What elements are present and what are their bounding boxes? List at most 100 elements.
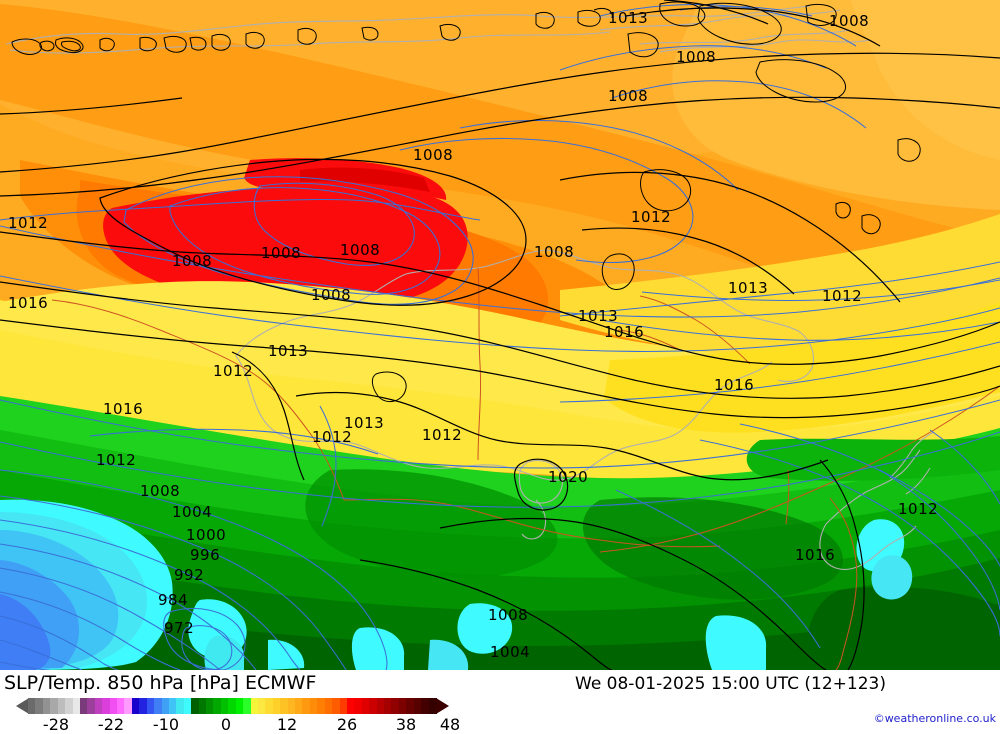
colorbar-segment [79,698,88,714]
colorbar-segment [57,698,66,714]
isobar-label: 1008 [534,243,575,261]
colorbar-tick: -22 [97,715,125,734]
colorbar-segment [309,698,318,714]
isobar-label: 1016 [795,546,836,564]
isobar-label: 1012 [312,428,353,446]
colorbar-segment [384,698,393,714]
copyright-credit: ©weatheronline.co.uk [873,712,996,725]
colorbar-segment [87,698,96,714]
colorbar-segment [421,698,430,714]
colorbar-segment [346,698,355,714]
isobar-label: 1013 [344,414,385,432]
chart-title: SLP/Temp. 850 hPa [hPa] ECMWF [4,672,317,694]
colorbar-segment [183,698,192,714]
isobar-label: 1016 [604,323,645,341]
colorbar-segment [124,698,133,714]
isobar-label: 984 [158,591,189,609]
colorbar-segment [176,698,185,714]
colorbar-segment [391,698,400,714]
isobar-label: 1008 [829,12,870,30]
colorbar-segment [265,698,274,714]
colorbar-segment [139,698,148,714]
isobar-label: 1008 [676,48,717,66]
isobar-label: 1008 [311,286,352,304]
colorbar-segment [295,698,304,714]
colorbar-segment [235,698,244,714]
isobar-label: 1008 [140,482,181,500]
colorbar-tick: -28 [42,715,70,734]
model-run-timestamp: We 08-01-2025 15:00 UTC (12+123) [575,674,886,694]
colorbar-segment [428,698,437,714]
colorbar-segment [213,698,222,714]
colorbar-segment [220,698,229,714]
colorbar-segment [369,698,378,714]
weather-map-canvas[interactable]: 1013 1008 1008 1008 1008 1012 1008 1008 1008 1008… [0,0,1000,670]
colorbar-segment [109,698,118,714]
isobar-label: 1008 [608,87,649,105]
colorbar-segment [65,698,74,714]
colorbar-segment [161,698,170,714]
isobar-label: 1012 [8,214,49,232]
colorbar-segment [339,698,348,714]
isobar-label: 1012 [631,208,672,226]
isobar-label: 1016 [714,376,755,394]
isobar-label: 1008 [413,146,454,164]
isobar-label: 1013 [728,279,769,297]
colorbar-segment [42,698,51,714]
isobar-label: 1004 [172,503,213,521]
colorbar-tick: 38 [395,715,417,734]
isobar-label: 1008 [340,241,381,259]
colorbar-segment [102,698,111,714]
isobar-label: 1020 [548,468,589,486]
isobar-label: 1012 [898,500,939,518]
colorbar-gradient [28,698,437,714]
colorbar-segment [131,698,140,714]
colorbar-tick: 26 [336,715,358,734]
isobar-label: 992 [174,566,205,584]
colorbar-tick: 48 [439,715,461,734]
colorbar-segment [398,698,407,714]
isobar-label: 1016 [8,294,49,312]
isobar-label: 1013 [268,342,309,360]
colorbar-segment [361,698,370,714]
colorbar-segment [35,698,44,714]
colorbar-segment [72,698,81,714]
colorbar-segment [146,698,155,714]
colorbar-segment [191,698,200,714]
colorbar-segment [287,698,296,714]
colorbar-segment [198,698,207,714]
colorbar-segment [206,698,215,714]
colorbar-segment [94,698,103,714]
isobar-label: 1008 [488,606,529,624]
colorbar-segment [354,698,363,714]
isobar-label: 972 [164,619,195,637]
colorbar-segment [228,698,237,714]
colorbar-segment [406,698,415,714]
colorbar-right-arrow [436,698,449,714]
colorbar-tick: -10 [152,715,180,734]
colorbar-segment [413,698,422,714]
colorbar-segment [257,698,266,714]
colorbar-segment [317,698,326,714]
isobar-label: 1016 [103,400,144,418]
isobar-label: 1000 [186,526,227,544]
isobar-label: 1013 [578,307,619,325]
isobar-label: 1012 [822,287,863,305]
colorbar-segment [250,698,259,714]
colorbar-tick: 12 [276,715,298,734]
colorbar-segment [272,698,281,714]
temperature-colorbar: -28 -22 -10 0 12 26 38 48 [0,698,470,734]
isobar-label: 1004 [490,643,531,661]
isobar-label: 1012 [213,362,254,380]
colorbar-left-arrow [16,698,29,714]
colorbar-segment [324,698,333,714]
colorbar-segment [50,698,59,714]
colorbar-segment [332,698,341,714]
isobar-label: 1008 [172,252,213,270]
map-footer: SLP/Temp. 850 hPa [hPa] ECMWF We 08-01-2… [0,670,1000,734]
colorbar-segment [117,698,126,714]
colorbar-segment [376,698,385,714]
colorbar-segment [168,698,177,714]
colorbar-segment [154,698,163,714]
